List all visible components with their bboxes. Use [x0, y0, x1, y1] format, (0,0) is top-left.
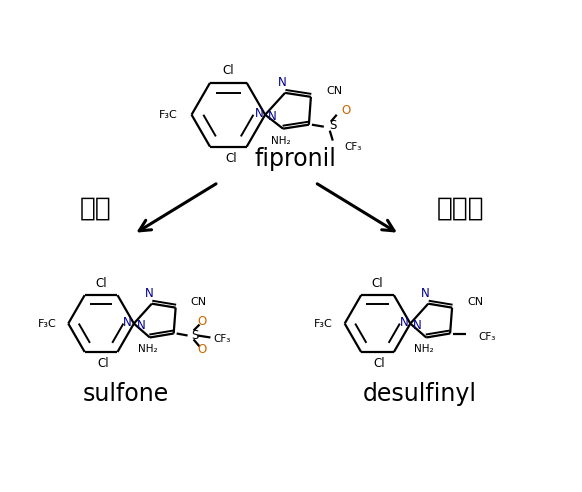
- Text: NH₂: NH₂: [414, 344, 434, 354]
- Text: CN: CN: [327, 86, 343, 96]
- Text: O: O: [342, 104, 351, 117]
- Text: S: S: [329, 119, 336, 132]
- Text: N: N: [421, 287, 430, 300]
- Text: Cl: Cl: [372, 277, 384, 290]
- Text: CN: CN: [467, 297, 483, 307]
- Text: F₃C: F₃C: [314, 318, 333, 329]
- Text: N: N: [144, 287, 153, 300]
- Text: desulfinyl: desulfinyl: [362, 382, 476, 406]
- Text: CF₃: CF₃: [345, 142, 362, 152]
- Text: S: S: [191, 329, 199, 342]
- Text: 代謝: 代謝: [80, 195, 112, 221]
- Text: CN: CN: [190, 297, 207, 307]
- Text: O: O: [197, 343, 206, 356]
- Text: N: N: [268, 110, 277, 123]
- Text: N: N: [254, 107, 263, 120]
- Text: Cl: Cl: [374, 357, 385, 370]
- Text: N: N: [278, 76, 286, 90]
- Text: O: O: [197, 315, 206, 328]
- Text: 光反応: 光反応: [437, 195, 485, 221]
- Text: N: N: [413, 319, 422, 332]
- Text: CF₃: CF₃: [214, 335, 231, 344]
- Text: Cl: Cl: [95, 277, 107, 290]
- Text: Cl: Cl: [97, 357, 109, 370]
- Text: N: N: [137, 319, 146, 332]
- Text: N: N: [123, 316, 132, 329]
- Text: Cl: Cl: [226, 152, 237, 165]
- Text: F₃C: F₃C: [159, 110, 178, 120]
- Text: CF₃: CF₃: [478, 333, 495, 342]
- Text: NH₂: NH₂: [138, 344, 158, 354]
- Text: N: N: [400, 316, 409, 329]
- Text: F₃C: F₃C: [38, 318, 56, 329]
- Text: sulfone: sulfone: [83, 382, 169, 406]
- Text: fipronil: fipronil: [254, 148, 336, 172]
- Text: NH₂: NH₂: [271, 136, 291, 146]
- Text: Cl: Cl: [222, 64, 234, 77]
